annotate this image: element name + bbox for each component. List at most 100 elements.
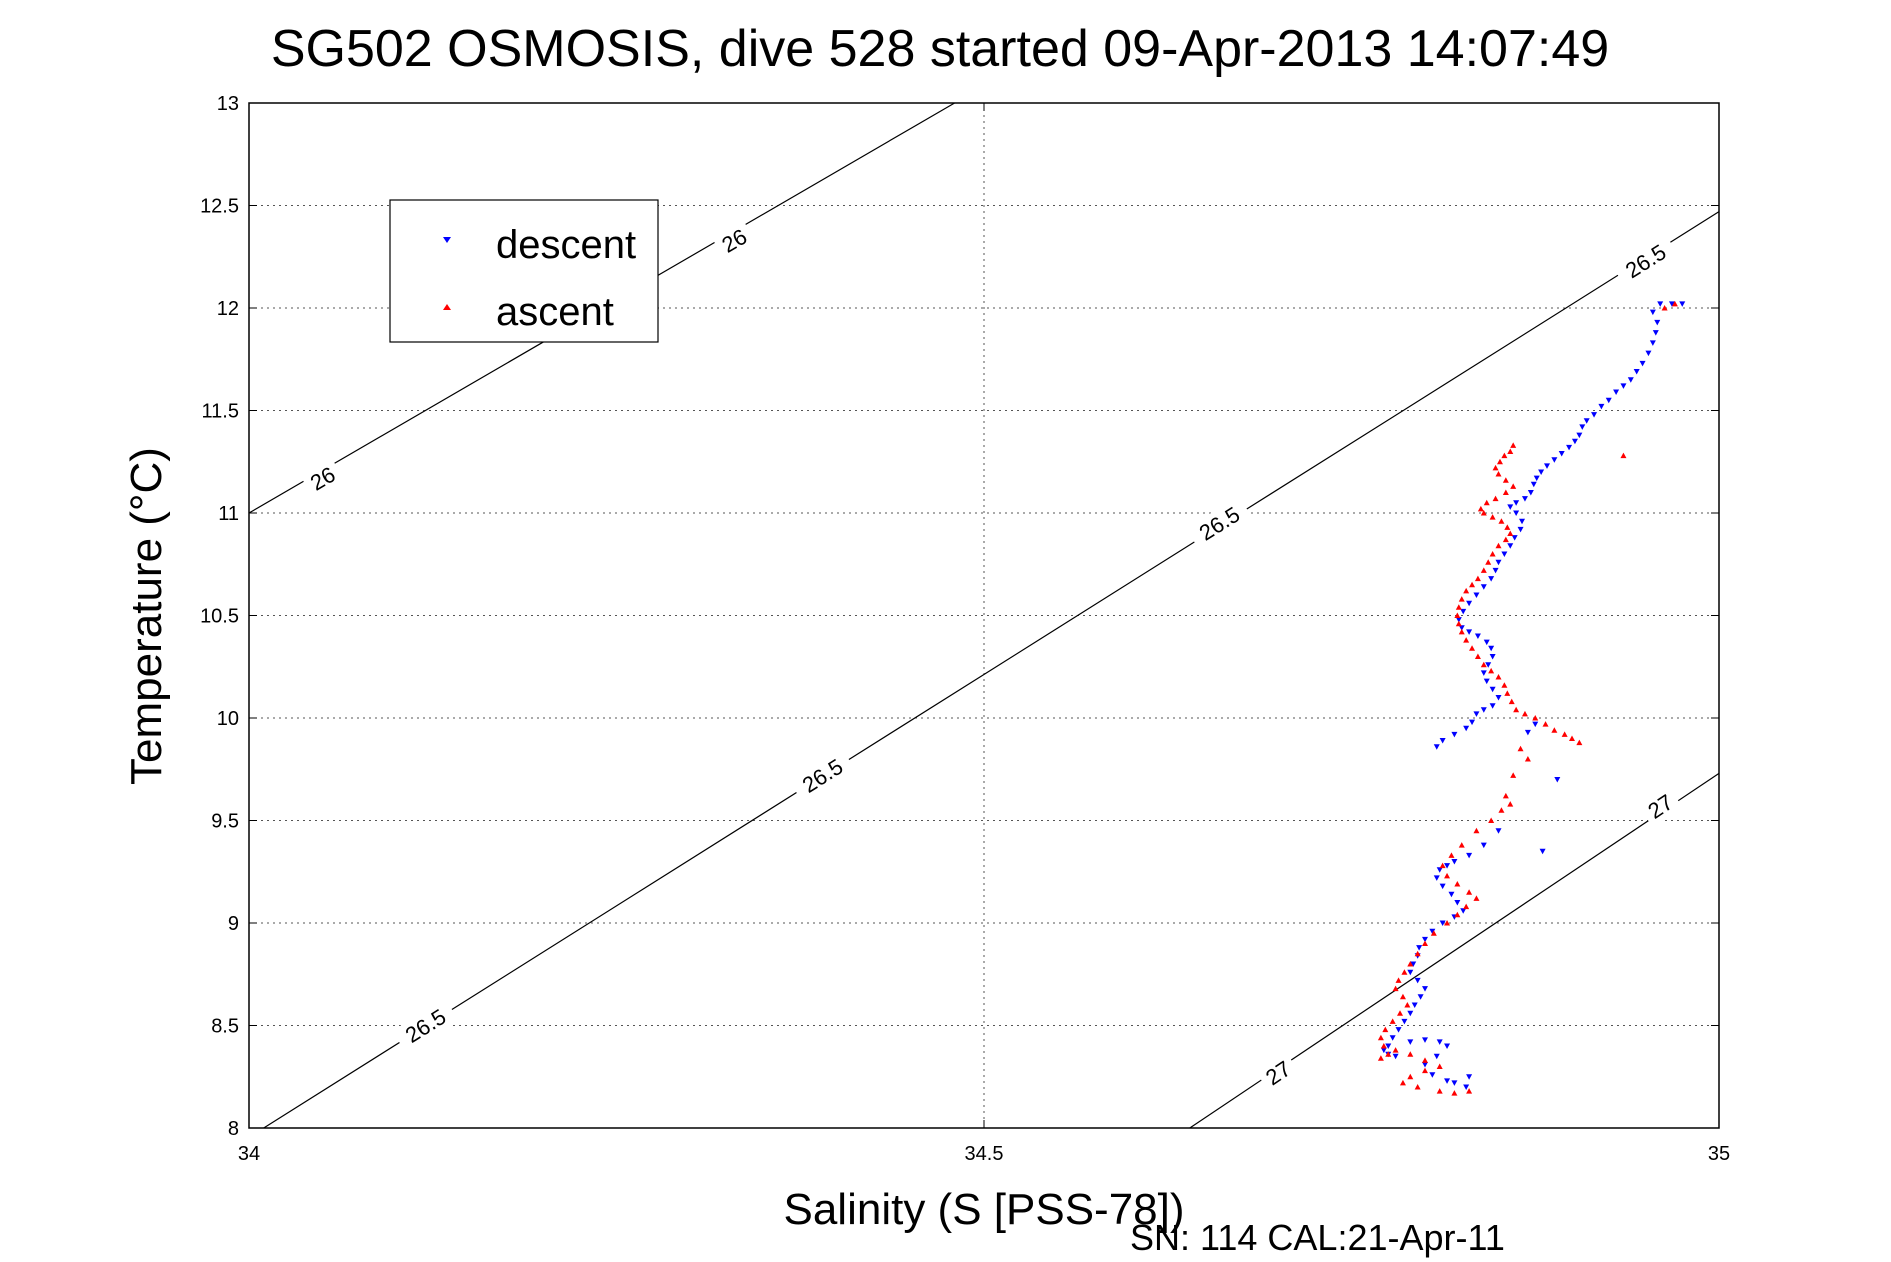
descent-point [1473,592,1480,598]
descent-point [1433,1053,1440,1060]
ascent-point [1455,604,1462,610]
ascent-point [1436,1063,1443,1069]
isopycnal-label: 26 [300,457,345,499]
ascent-point [1451,1090,1458,1096]
ascent-point [1454,612,1461,618]
descent-point [1474,633,1481,639]
ascent-point [1513,706,1520,713]
descent-point [1554,777,1561,783]
ascent-point [1561,731,1568,737]
ascent-point [1480,510,1487,516]
x-tick-label: 34.5 [965,1143,1004,1165]
ascent-point [1399,1079,1406,1086]
descent-point [1657,301,1664,307]
ascent-point [1507,530,1514,536]
legend-ascent-label: ascent [496,290,614,334]
descent-point [1380,1047,1387,1054]
descent-point [1533,475,1540,482]
ascent-point [1474,575,1481,582]
series-descent [1380,301,1686,1090]
ascent-point [1469,645,1476,651]
series-ascent [1377,300,1678,1096]
y-tick-label: 12 [217,298,239,320]
y-tick-label: 12.5 [200,196,239,218]
descent-point [1451,1080,1458,1086]
ascent-point [1495,471,1502,477]
descent-point [1422,986,1428,992]
descent-point [1513,500,1520,506]
serial-calibration-note: SN: 114 CAL:21-Apr-11 [1130,1217,1505,1258]
ascent-point [1469,581,1476,588]
ascent-point [1455,620,1462,627]
descent-point [1411,1002,1418,1008]
ascent-point [1502,477,1509,483]
ascent-point [1401,969,1408,975]
ascent-point [1488,817,1495,823]
ascent-point [1507,448,1514,454]
ascent-point [1397,1010,1404,1016]
descent-point [1407,1039,1414,1045]
ascent-point [1458,628,1465,635]
x-tick-label: 34 [238,1143,260,1165]
descent-point [1566,444,1573,451]
legend-descent-label: descent [496,223,636,267]
ascent-point [1496,458,1503,465]
ascent-point [1444,920,1451,926]
ascent-point [1508,698,1515,705]
chart-title: SG502 OSMOSIS, dive 528 started 09-Apr-2… [271,20,1609,78]
isopycnal-label-bg [789,747,856,803]
descent-point [1488,645,1495,652]
ascent-point [1495,542,1502,549]
ascent-point [1502,536,1509,543]
ascent-point [1492,495,1499,502]
descent-point [1451,731,1458,738]
ascent-point [1458,596,1465,602]
data-points [1377,300,1686,1096]
descent-point [1485,662,1492,668]
descent-point [1469,719,1476,726]
grid [249,103,1719,1128]
descent-point [1392,1053,1399,1060]
descent-point [1389,1035,1396,1041]
isopycnal-label: 26.5 [392,997,459,1054]
descent-point [1433,744,1440,750]
descent-point [1652,330,1659,336]
ascent-point [1489,514,1496,520]
ascent-point [1389,1018,1396,1024]
descent-point [1466,629,1473,635]
ascent-point [1521,710,1528,717]
descent-point [1480,670,1487,676]
ascent-point [1504,524,1511,530]
ascent-point [1488,667,1495,674]
y-tick-label: 10 [217,708,239,730]
descent-point [1454,900,1461,906]
y-tick-label: 8.5 [211,1016,239,1038]
ascent-point [1422,1057,1428,1063]
descent-point [1598,403,1605,410]
ascent-point [1407,1051,1414,1057]
ascent-point [1454,911,1461,918]
ascent-point [1436,1088,1443,1094]
descent-point [1654,319,1661,326]
descent-point [1458,625,1465,631]
descent-point [1466,1074,1473,1080]
descent-point [1451,859,1458,865]
isopycnal-label-bg [392,997,459,1054]
y-axis-ticks: 8 8.5 9 9.5 10 10.5 11 11.5 12 12.5 13 [200,93,1719,1140]
descent-point [1532,721,1539,728]
ascent-point [1466,1088,1473,1094]
descent-point [1444,863,1451,869]
ascent-point [1463,587,1470,594]
ascent-point [1671,300,1678,307]
ascent-point [1492,464,1499,471]
ascent-point [1495,674,1502,680]
descent-point [1511,535,1518,541]
descent-point [1385,1043,1392,1049]
descent-point [1495,828,1502,834]
descent-point [1483,678,1490,685]
ascent-point [1532,715,1539,721]
ascent-point [1502,489,1509,495]
ascent-point [1404,1002,1411,1008]
ascent-point [1399,993,1406,1000]
descent-point [1480,584,1487,590]
